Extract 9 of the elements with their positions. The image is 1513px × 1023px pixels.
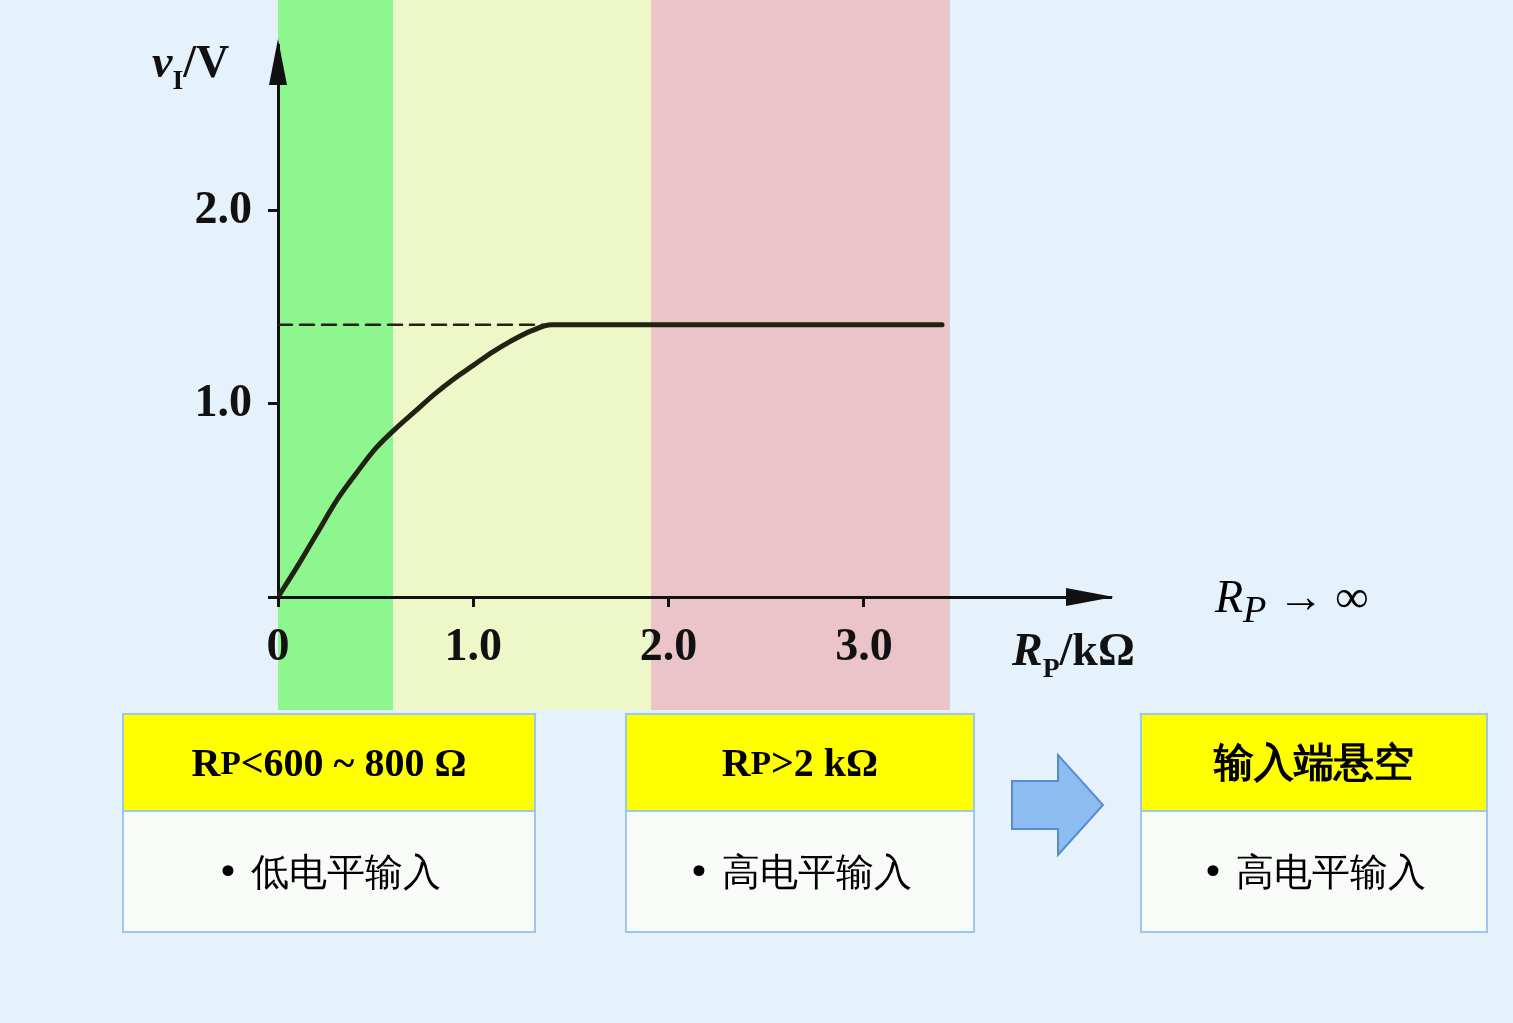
text: • 高电平输入 — [687, 849, 913, 896]
text: • 高电平输入 — [1201, 849, 1427, 896]
text: R$_{P}$ → ∞ — [1215, 570, 1369, 632]
x-tick-label: 1.0 — [444, 619, 503, 671]
text: 输入端悬空 — [1142, 715, 1486, 812]
x-tick-label: 2.0 — [639, 619, 698, 671]
x-tick-label: 0 — [266, 619, 290, 671]
x-tick-label: 3.0 — [835, 619, 893, 671]
text: • 低电平输入 — [216, 849, 442, 896]
